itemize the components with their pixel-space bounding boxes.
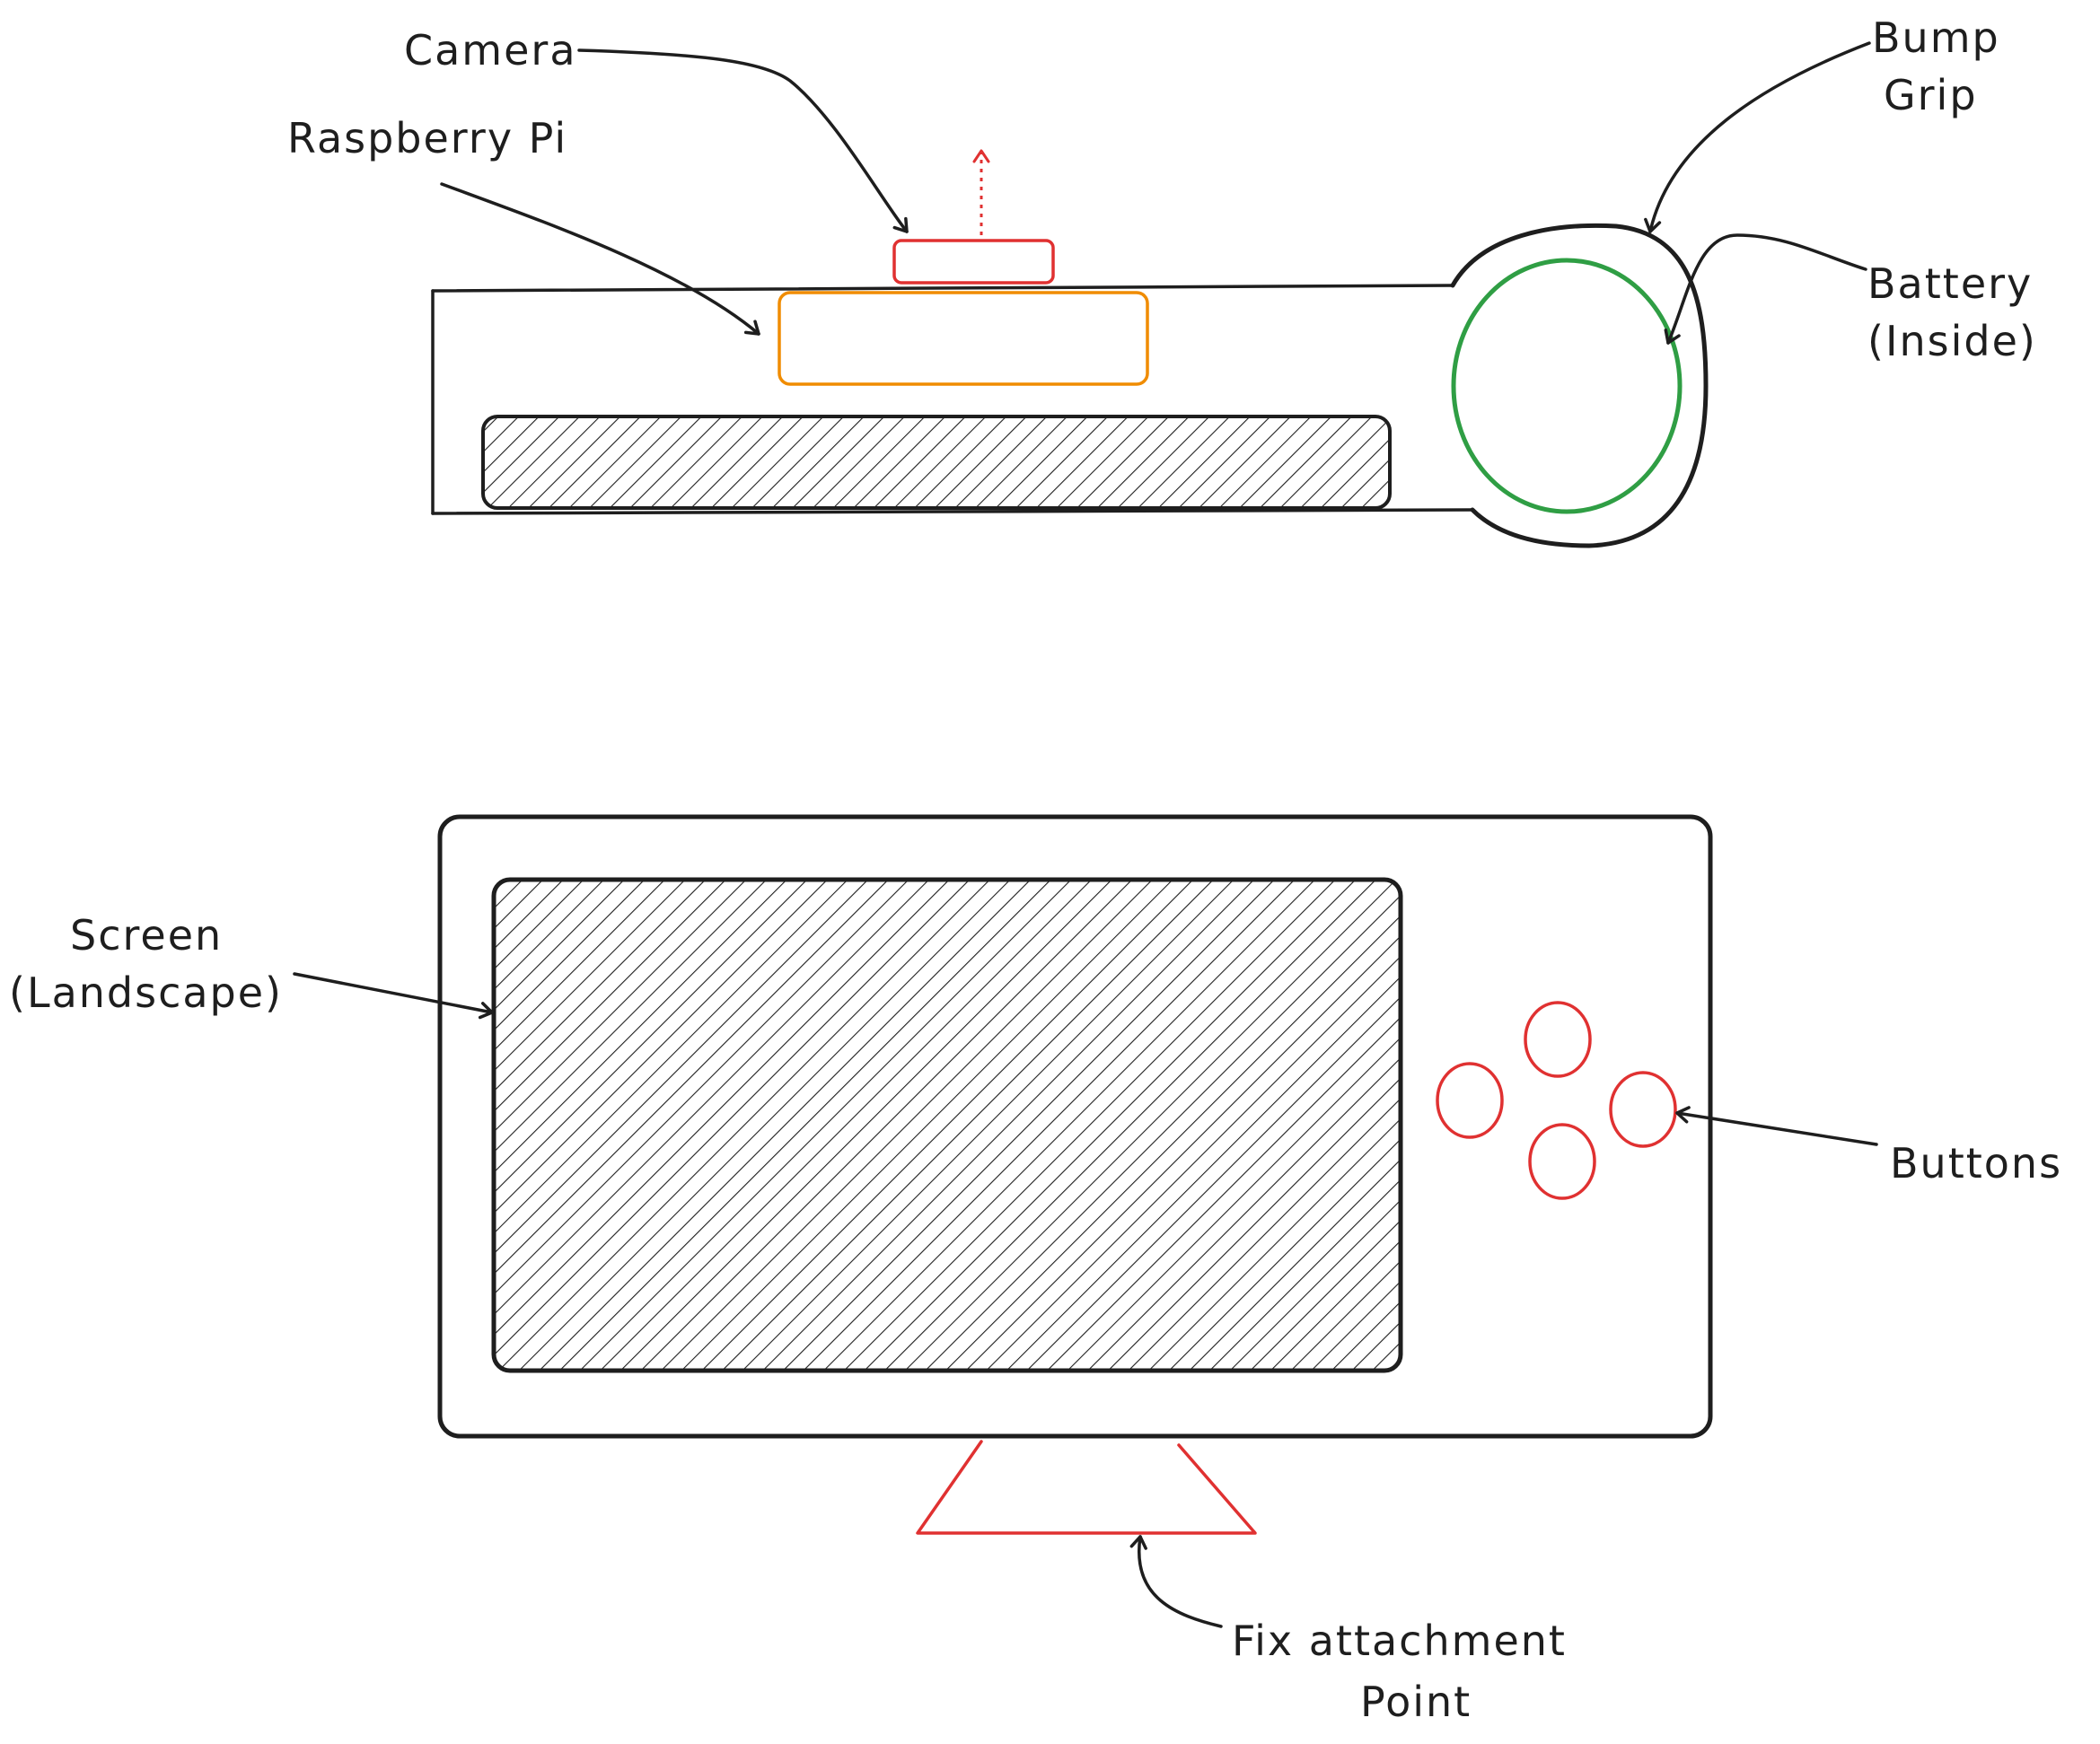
screen-label-line2: (Landscape) [9, 968, 283, 1017]
raspberry-pi-board [778, 291, 1149, 386]
camera-label-arrow [577, 48, 909, 233]
side-display-panel [481, 415, 1392, 510]
button-cluster [1436, 1001, 1677, 1200]
attachment-point-shape [916, 1440, 1257, 1535]
button-left [1436, 1062, 1504, 1139]
buttons-label: Buttons [1890, 1139, 2062, 1187]
battery-label-arrow [1664, 233, 1867, 345]
front-view [437, 814, 1713, 1535]
screen-label-arrow [293, 972, 494, 1020]
side-body-bottom-edge [431, 508, 1474, 515]
attachment-label-line1: Fix attachment [1232, 1617, 1567, 1665]
screen-label-line1: Screen [70, 911, 223, 960]
attachment-label-line2: Point [1360, 1678, 1472, 1726]
button-down [1528, 1123, 1596, 1200]
raspberry-pi-label: Raspberry Pi [287, 114, 567, 162]
bump-grip-label-line1: Bump [1872, 13, 2000, 62]
side-body-top-edge [431, 284, 1454, 293]
annotation-arrows [293, 41, 1878, 1628]
camera-module [892, 239, 1055, 285]
labels: Camera Raspberry Pi Bump Grip Battery (I… [9, 13, 2062, 1726]
button-up [1524, 1001, 1592, 1078]
battery-label-line1: Battery [1867, 259, 2033, 308]
attachment-label-arrow [1129, 1535, 1223, 1628]
buttons-label-arrow [1675, 1106, 1878, 1146]
battery-cell [1451, 258, 1683, 514]
bump-grip-label-line2: Grip [1884, 71, 1978, 119]
raspberry-pi-label-arrow [440, 182, 760, 336]
side-view [431, 149, 1709, 548]
bump-grip-label-arrow [1644, 41, 1871, 233]
battery-label-line2: (Inside) [1867, 317, 2037, 365]
button-right [1609, 1071, 1677, 1148]
camera-label: Camera [404, 26, 577, 74]
screen-area [491, 877, 1403, 1373]
device-case [437, 814, 1713, 1439]
bump-grip-outline [1450, 223, 1709, 548]
